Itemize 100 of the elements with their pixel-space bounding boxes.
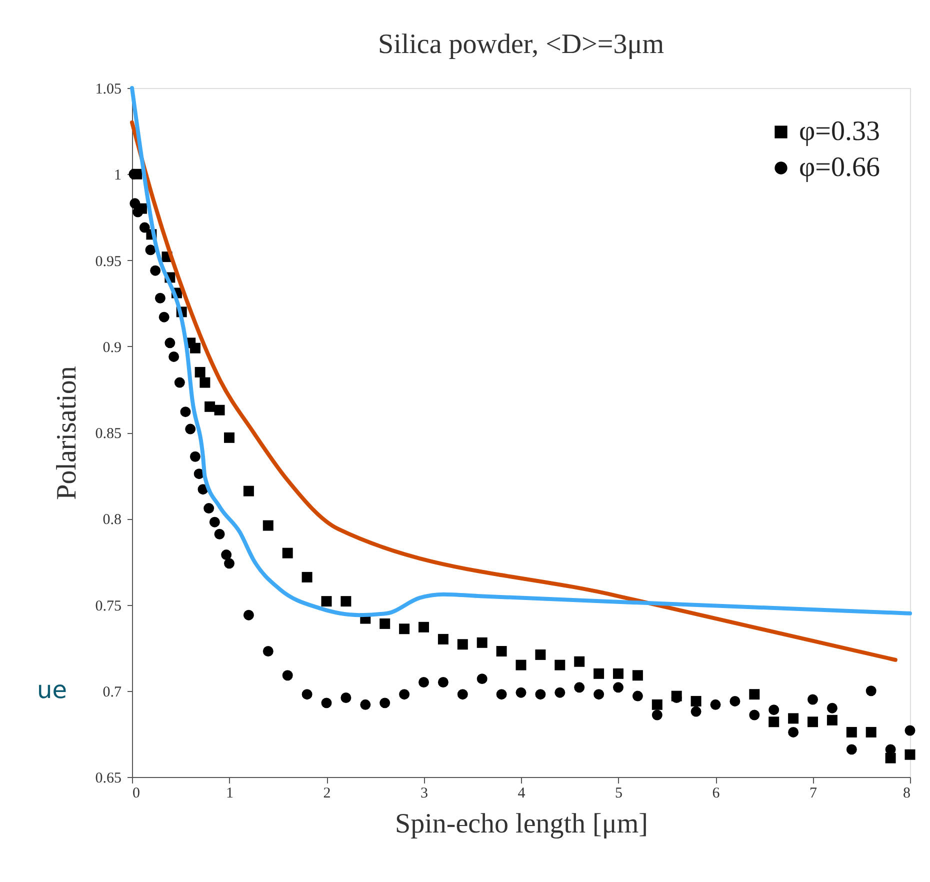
- point: [535, 689, 546, 700]
- y-tick-label: 1.05: [95, 82, 122, 98]
- point: [904, 725, 916, 736]
- point: [418, 622, 429, 632]
- point: [496, 689, 507, 700]
- point: [846, 744, 857, 755]
- point: [185, 424, 196, 434]
- legend-label: φ=0.33: [799, 116, 880, 147]
- x-tick-label: 1: [226, 786, 234, 802]
- point: [826, 702, 838, 714]
- point: [904, 749, 916, 760]
- point: [302, 689, 312, 700]
- y-tick-label: 0.85: [95, 426, 122, 442]
- text: ue: [37, 676, 67, 704]
- point: [574, 682, 585, 693]
- point: [516, 687, 526, 698]
- point: [399, 624, 410, 634]
- point: [788, 726, 799, 738]
- point: [145, 244, 156, 256]
- point: [554, 687, 566, 698]
- y-tick-label: 0.65: [95, 770, 122, 786]
- point: [457, 689, 468, 700]
- point: [418, 677, 429, 688]
- x-axis-title: Spin-echo length [μm]: [395, 808, 648, 840]
- point: [632, 670, 643, 681]
- point: [866, 686, 876, 696]
- x-tick-label: 6: [712, 786, 720, 802]
- point: [190, 342, 200, 354]
- point: [340, 692, 352, 703]
- y-tick-label: 1: [114, 168, 122, 184]
- point: [554, 660, 566, 670]
- point: [321, 698, 332, 708]
- point: [174, 377, 185, 388]
- line-series: [130, 120, 898, 662]
- point: [788, 713, 799, 724]
- point: [150, 265, 161, 276]
- point: [158, 312, 170, 322]
- point: [204, 503, 214, 514]
- point: [282, 670, 293, 681]
- point: [768, 704, 780, 716]
- point: [749, 710, 760, 720]
- x-tick-label: 0: [132, 786, 140, 802]
- y-tick-label: 0.8: [102, 512, 122, 528]
- point: [594, 689, 604, 700]
- point: [613, 682, 624, 693]
- x-tick-label: 5: [615, 786, 622, 802]
- y-tick-label: 0.9: [102, 340, 122, 356]
- y-tick-label: 0.75: [95, 598, 122, 614]
- legend-label: φ=0.66: [799, 152, 880, 183]
- point: [224, 432, 234, 443]
- point: [885, 752, 896, 764]
- point: [652, 699, 662, 710]
- point: [808, 716, 818, 728]
- point: [632, 690, 643, 702]
- point: [340, 596, 352, 607]
- point: [321, 596, 332, 607]
- point: [730, 696, 740, 706]
- point: [457, 639, 468, 650]
- point: [262, 646, 274, 656]
- point: [399, 689, 410, 700]
- point: [262, 520, 274, 531]
- point: [826, 714, 838, 726]
- point: [476, 637, 488, 648]
- point: [749, 689, 760, 700]
- x-tick-label: 7: [810, 786, 818, 802]
- point: [594, 668, 604, 679]
- point: [516, 660, 526, 670]
- point: [768, 716, 780, 728]
- point: [164, 338, 176, 348]
- y-tick-label: 0.95: [95, 254, 122, 270]
- point: [168, 351, 180, 362]
- point: [866, 726, 876, 738]
- point: [613, 668, 624, 679]
- point: [808, 694, 818, 705]
- point: [535, 649, 546, 660]
- point: [194, 366, 206, 378]
- y-tick-label: 0.7: [102, 684, 122, 700]
- point: [380, 698, 390, 708]
- point: [200, 377, 210, 388]
- point: [690, 706, 702, 717]
- point: [243, 610, 254, 620]
- x-tick-label: 3: [420, 786, 428, 802]
- point: [476, 674, 488, 684]
- point: [214, 528, 225, 540]
- y-axis-title: Polarisation: [51, 366, 82, 500]
- point: [438, 634, 448, 644]
- point: [154, 292, 166, 304]
- point: [224, 558, 234, 569]
- point: [710, 699, 721, 710]
- point: [190, 451, 200, 462]
- point: [574, 656, 585, 667]
- chart-title: Silica powder, <D>=3μm: [378, 29, 664, 60]
- point: [380, 618, 390, 629]
- point: [221, 550, 232, 560]
- point: [438, 677, 448, 688]
- point: [243, 486, 254, 496]
- point: [282, 548, 293, 558]
- point: [130, 198, 140, 209]
- point: [204, 401, 216, 412]
- point: [214, 404, 225, 416]
